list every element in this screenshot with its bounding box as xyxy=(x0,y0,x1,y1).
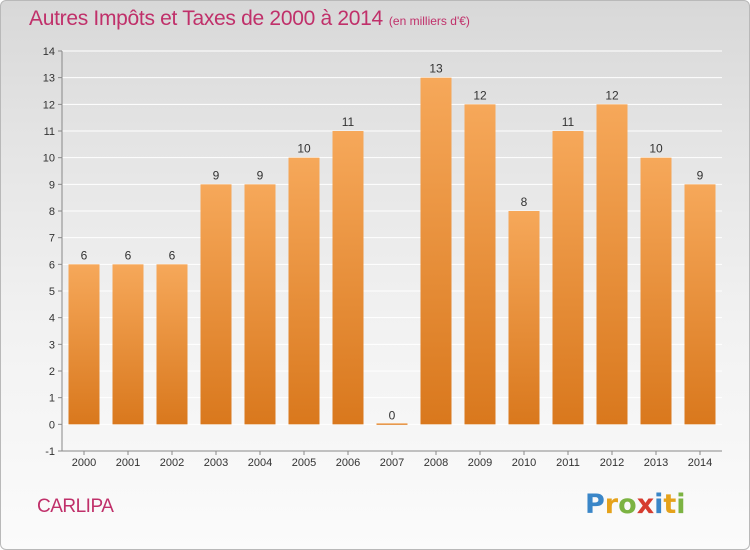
title-unit: (en milliers d'€) xyxy=(388,14,470,28)
data-label-2010: 8 xyxy=(521,195,528,209)
data-label-2003: 9 xyxy=(213,168,220,182)
y-tick-label: 14 xyxy=(43,46,55,58)
y-tick-label: 7 xyxy=(49,233,55,245)
x-tick-label-2008: 2008 xyxy=(424,457,448,469)
bar-2000 xyxy=(68,264,100,425)
logo-letter: o xyxy=(618,489,637,520)
y-tick-label: 10 xyxy=(43,153,55,165)
bar-2011 xyxy=(552,131,584,425)
data-label-2001: 6 xyxy=(125,248,132,262)
data-label-2013: 10 xyxy=(649,142,663,156)
logo-letter: P xyxy=(585,489,605,520)
x-tick-label-2006: 2006 xyxy=(336,457,360,469)
bar-2002 xyxy=(156,264,188,425)
y-tick-label: 0 xyxy=(49,419,55,431)
bar-2003 xyxy=(200,184,232,425)
x-tick-label-2010: 2010 xyxy=(512,457,536,469)
bar-2008 xyxy=(420,77,452,425)
y-tick-label: 12 xyxy=(43,99,55,111)
y-tick-label: 13 xyxy=(43,73,55,85)
y-tick-label: 4 xyxy=(49,313,55,325)
x-tick-label-2013: 2013 xyxy=(644,457,668,469)
x-tick-label-2009: 2009 xyxy=(468,457,492,469)
data-label-2012: 12 xyxy=(605,88,619,102)
logo-letter: x xyxy=(636,489,655,520)
x-tick-label-2000: 2000 xyxy=(72,457,96,469)
title-text: Autres Impôts et Taxes de 2000 à 2014 xyxy=(29,7,383,30)
bar-2012 xyxy=(596,104,628,425)
data-label-2005: 10 xyxy=(297,142,311,156)
x-tick-label-2012: 2012 xyxy=(600,457,624,469)
bar-2007 xyxy=(376,423,408,425)
x-tick-label-2005: 2005 xyxy=(292,457,316,469)
logo-letter: t xyxy=(663,489,677,520)
bar-2001 xyxy=(112,264,144,425)
bar-2009 xyxy=(464,104,496,425)
data-label-2008: 13 xyxy=(429,62,443,76)
logo-letter: i xyxy=(654,489,664,520)
y-tick-label: -1 xyxy=(45,446,55,458)
logo-letter: i xyxy=(676,489,686,520)
x-tick-label-2014: 2014 xyxy=(688,457,712,469)
data-label-2014: 9 xyxy=(697,168,704,182)
data-labels: 6 6 6 9 9 10 11 0 13 12 8 11 12 10 9 xyxy=(81,62,704,423)
data-label-2011: 11 xyxy=(562,115,575,129)
bar-2004 xyxy=(244,184,276,425)
y-tick-label: 8 xyxy=(49,206,55,218)
y-tick-label: 5 xyxy=(49,286,55,298)
bars xyxy=(68,77,716,425)
x-tick-label-2001: 2001 xyxy=(116,457,140,469)
x-tick-label-2002: 2002 xyxy=(160,457,184,469)
y-tick-label: 1 xyxy=(49,393,55,405)
bar-2010 xyxy=(508,211,540,425)
x-tick-label-2004: 2004 xyxy=(248,457,272,469)
logo-letter: r xyxy=(604,489,619,520)
data-label-2002: 6 xyxy=(169,248,176,262)
data-label-2004: 9 xyxy=(257,168,264,182)
data-label-2007: 0 xyxy=(389,408,396,422)
data-label-2009: 12 xyxy=(473,88,487,102)
y-tick-label: 6 xyxy=(49,259,55,271)
bar-2006 xyxy=(332,131,364,425)
y-tick-label: 9 xyxy=(49,179,55,191)
x-tick-label-2011: 2011 xyxy=(556,457,580,469)
data-label-2000: 6 xyxy=(81,248,88,262)
y-tick-label: 3 xyxy=(49,339,55,351)
x-tick-label-2007: 2007 xyxy=(380,457,404,469)
y-tick-label: 11 xyxy=(44,126,55,138)
bar-2013 xyxy=(640,157,672,425)
bar-2014 xyxy=(684,184,716,425)
proxiti-logo: Proxiti xyxy=(585,489,686,520)
y-tick-label: 2 xyxy=(49,366,55,378)
data-label-2006: 11 xyxy=(342,115,355,129)
commune-name: CARLIPA xyxy=(37,496,114,517)
x-tick-label-2003: 2003 xyxy=(204,457,228,469)
bar-2005 xyxy=(288,157,320,425)
chart-title: Autres Impôts et Taxes de 2000 à 2014 (en… xyxy=(29,7,470,31)
